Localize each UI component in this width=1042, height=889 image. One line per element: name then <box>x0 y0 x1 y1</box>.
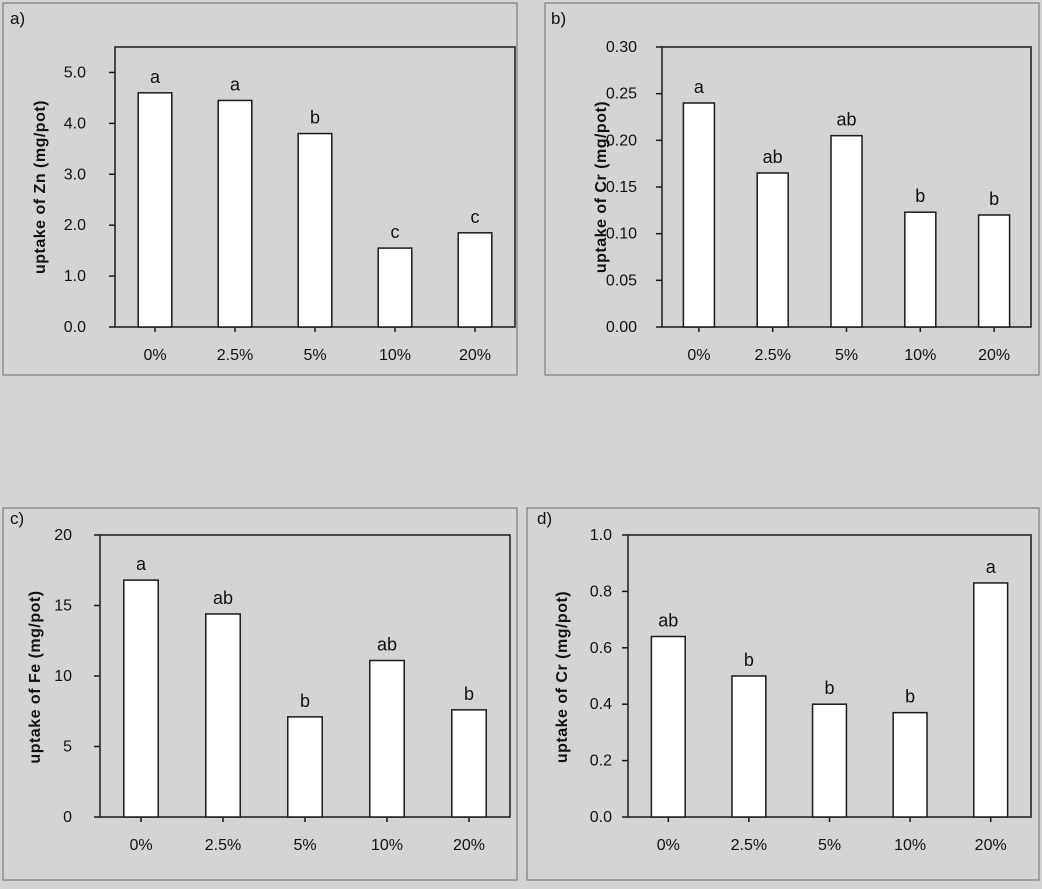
y-tick-label: 3.0 <box>64 166 86 183</box>
x-tick-label: 20% <box>453 837 485 854</box>
y-tick-label: 0 <box>63 809 72 826</box>
y-axis-label: uptake of Cr (mg/pot) <box>554 591 571 763</box>
y-tick-label: 0.25 <box>606 86 637 103</box>
x-tick-label: 0% <box>657 837 680 854</box>
y-tick-label: 0.0 <box>590 809 612 826</box>
bar <box>904 211 937 328</box>
y-tick-label: 0.00 <box>606 319 637 336</box>
x-tick-label: 20% <box>975 837 1007 854</box>
significance-letter: c <box>391 222 400 242</box>
significance-letter: c <box>471 207 480 227</box>
bar <box>297 132 333 328</box>
significance-letter: ab <box>836 110 856 130</box>
y-tick-label: 0.8 <box>590 583 612 600</box>
y-tick-label: 5 <box>63 739 72 756</box>
y-axis-label: uptake of Zn (mg/pot) <box>32 100 49 274</box>
x-tick-label: 10% <box>904 347 936 364</box>
y-axis-label: uptake of Fe (mg/pot) <box>27 590 44 763</box>
x-tick-label: 0% <box>143 347 166 364</box>
panel-d: d) uptake of Cr (mg/pot) 0.0 0.2 0.4 0.6 0.8… <box>526 507 1040 881</box>
y-tick-label: 20 <box>54 527 72 544</box>
significance-letter: a <box>230 74 241 94</box>
significance-letter: b <box>824 678 834 698</box>
y-tick-label: 5.0 <box>64 64 86 81</box>
y-tick-label: 0.05 <box>606 272 637 289</box>
significance-letter: a <box>150 67 161 87</box>
x-tick-label: 5% <box>835 347 858 364</box>
bar <box>892 711 928 818</box>
significance-letter: b <box>989 189 999 209</box>
bar <box>137 92 173 328</box>
x-tick-label: 10% <box>371 837 403 854</box>
significance-letter: b <box>464 684 474 704</box>
significance-letter: ab <box>213 588 233 608</box>
panel-label: d) <box>537 509 552 528</box>
bar <box>973 582 1009 818</box>
bar <box>977 214 1011 328</box>
x-tick-label: 10% <box>894 837 926 854</box>
y-axis-label: uptake of Cr (mg/pot) <box>593 101 610 273</box>
x-tick-label: 2.5% <box>754 347 790 364</box>
significance-letter: b <box>300 691 310 711</box>
x-tick-label: 2.5% <box>205 837 241 854</box>
significance-letter: a <box>136 554 147 574</box>
panel-label: c) <box>10 509 24 528</box>
y-tick-label: 2.0 <box>64 217 86 234</box>
x-tick-label: 2.5% <box>731 837 767 854</box>
y-tick-label: 4.0 <box>64 115 86 132</box>
bar <box>205 613 241 818</box>
significance-letter: a <box>694 77 705 97</box>
y-tick-label: 0.6 <box>590 640 612 657</box>
bar <box>217 99 253 328</box>
y-tick-label: 1.0 <box>64 268 86 285</box>
y-tick-label: 15 <box>54 598 72 615</box>
y-tick-label: 0.10 <box>606 226 637 243</box>
x-tick-label: 5% <box>818 837 841 854</box>
significance-letter: ab <box>763 147 783 167</box>
y-tick-label: 0.2 <box>590 753 612 770</box>
x-tick-label: 10% <box>379 347 411 364</box>
bar <box>123 579 159 818</box>
panel-label: a) <box>10 9 25 28</box>
y-tick-label: 10 <box>54 668 72 685</box>
x-tick-label: 5% <box>293 837 316 854</box>
y-tick-label: 0.15 <box>606 179 637 196</box>
bar <box>830 134 863 328</box>
significance-letter: b <box>905 687 915 707</box>
y-tick-label: 1.0 <box>590 527 612 544</box>
significance-letter: b <box>310 108 320 128</box>
x-tick-label: 20% <box>978 347 1010 364</box>
bar <box>287 716 323 818</box>
y-tick-label: 0.20 <box>606 132 637 149</box>
panel-label: b) <box>551 9 566 28</box>
panel-b: b) uptake of Cr (mg/pot) 0.00 0.05 0.10 0.1… <box>544 2 1040 376</box>
significance-letter: b <box>915 186 925 206</box>
x-tick-label: 2.5% <box>217 347 253 364</box>
significance-letter: ab <box>658 611 678 631</box>
bar <box>451 709 487 818</box>
significance-letter: b <box>744 650 754 670</box>
bar <box>682 102 716 328</box>
y-tick-label: 0.0 <box>64 319 86 336</box>
x-tick-label: 0% <box>129 837 152 854</box>
panel-a: a) uptake of Zn (mg/pot) 0.0 1.0 2.0 3.0 4.0… <box>2 2 518 376</box>
significance-letter: ab <box>377 634 397 654</box>
bar <box>457 232 493 328</box>
bar <box>731 675 767 818</box>
bar <box>377 247 413 328</box>
y-tick-label: 0.30 <box>606 39 637 56</box>
bar <box>756 172 789 328</box>
x-tick-label: 0% <box>687 347 710 364</box>
x-tick-label: 20% <box>459 347 491 364</box>
bar <box>811 703 848 818</box>
panel-c: c) uptake of Fe (mg/pot) 0 5 10 15 20 0% a 2.5%… <box>2 507 518 881</box>
significance-letter: a <box>986 557 997 577</box>
y-tick-label: 0.4 <box>590 696 612 713</box>
bar <box>369 659 405 818</box>
x-tick-label: 5% <box>303 347 326 364</box>
bar <box>650 635 686 818</box>
